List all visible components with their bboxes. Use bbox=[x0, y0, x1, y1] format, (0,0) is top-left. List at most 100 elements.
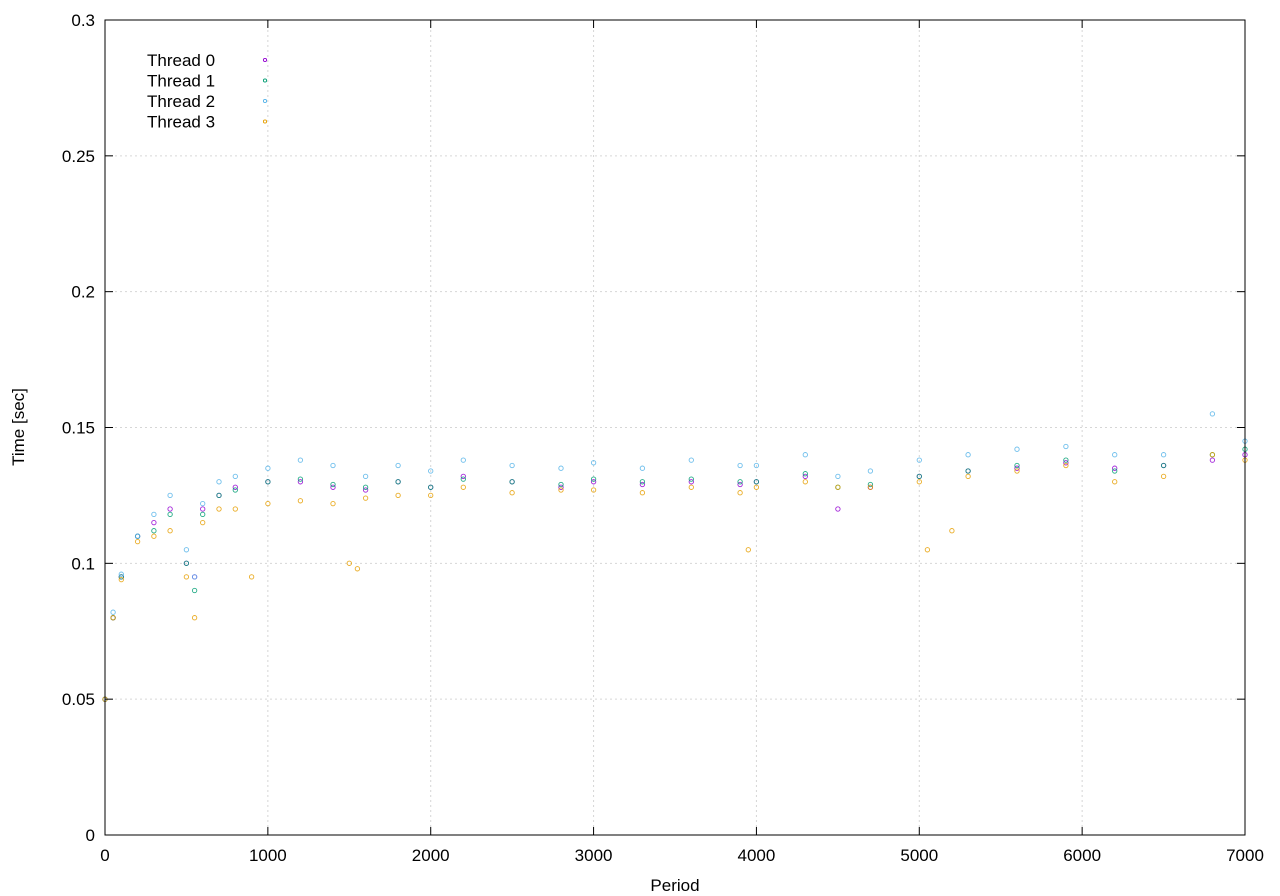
data-point bbox=[395, 479, 401, 485]
x-tick-label: 6000 bbox=[1063, 846, 1101, 865]
series-3 bbox=[102, 452, 1248, 702]
data-point bbox=[688, 484, 694, 490]
data-point bbox=[216, 506, 222, 512]
data-point bbox=[151, 519, 157, 526]
data-point bbox=[1112, 452, 1118, 458]
data-point bbox=[590, 460, 597, 466]
data-point bbox=[395, 462, 401, 469]
data-point bbox=[200, 506, 206, 512]
data-point bbox=[688, 457, 694, 463]
data-point bbox=[297, 457, 304, 463]
data-point bbox=[395, 492, 401, 499]
legend-label: Thread 2 bbox=[147, 92, 215, 111]
data-point bbox=[1112, 479, 1118, 485]
data-point bbox=[118, 576, 124, 583]
data-point bbox=[1063, 443, 1069, 450]
data-point bbox=[1014, 465, 1020, 471]
data-point bbox=[737, 481, 743, 488]
data-point bbox=[1112, 468, 1118, 474]
data-point bbox=[639, 490, 646, 496]
data-point bbox=[1014, 468, 1020, 474]
data-point bbox=[362, 487, 369, 493]
data-point bbox=[118, 574, 124, 580]
data-point bbox=[590, 476, 597, 482]
data-point bbox=[1160, 462, 1167, 469]
data-point bbox=[688, 476, 694, 482]
data-point bbox=[151, 528, 157, 534]
data-point bbox=[118, 571, 124, 577]
x-tick-label: 0 bbox=[100, 846, 109, 865]
data-point bbox=[965, 452, 971, 458]
data-point bbox=[265, 479, 271, 485]
series-1 bbox=[102, 446, 1248, 702]
x-tick-label: 5000 bbox=[900, 846, 938, 865]
data-point bbox=[1063, 462, 1069, 469]
data-point bbox=[965, 468, 971, 474]
data-point bbox=[867, 484, 874, 490]
data-point bbox=[1112, 465, 1118, 471]
data-point bbox=[110, 609, 116, 615]
data-point bbox=[509, 490, 515, 496]
data-point bbox=[639, 465, 646, 471]
data-point bbox=[965, 473, 971, 480]
y-tick-label: 0.05 bbox=[62, 690, 95, 709]
data-point bbox=[167, 506, 173, 512]
y-axis-title: Time [sec] bbox=[9, 388, 28, 466]
data-point bbox=[802, 471, 808, 477]
data-point bbox=[753, 484, 760, 490]
data-point bbox=[590, 479, 597, 485]
data-point bbox=[802, 473, 808, 480]
data-point bbox=[802, 479, 808, 485]
data-point bbox=[639, 479, 646, 485]
legend-label: Thread 3 bbox=[147, 113, 215, 132]
data-point bbox=[362, 473, 369, 480]
data-point bbox=[460, 457, 466, 463]
data-point bbox=[110, 615, 116, 621]
data-point bbox=[297, 498, 304, 504]
data-point bbox=[590, 487, 597, 493]
data-point bbox=[1160, 473, 1167, 480]
data-point bbox=[1209, 411, 1216, 417]
data-point bbox=[688, 479, 694, 485]
data-point bbox=[297, 479, 304, 485]
plot-points bbox=[102, 411, 1248, 702]
data-point bbox=[916, 457, 922, 463]
x-tick-label: 2000 bbox=[412, 846, 450, 865]
y-tick-label: 0 bbox=[86, 826, 95, 845]
data-point bbox=[1014, 462, 1020, 469]
data-point bbox=[167, 492, 173, 499]
data-point bbox=[745, 547, 751, 553]
data-point bbox=[167, 528, 173, 534]
y-tick-label: 0.15 bbox=[62, 419, 95, 438]
data-point bbox=[362, 484, 369, 490]
data-point bbox=[248, 574, 255, 580]
data-point bbox=[167, 511, 173, 518]
data-point bbox=[232, 473, 238, 480]
data-point bbox=[183, 574, 190, 580]
data-point bbox=[558, 481, 564, 488]
x-tick-label: 1000 bbox=[249, 846, 287, 865]
data-point bbox=[428, 484, 434, 490]
data-point bbox=[509, 462, 515, 469]
data-point bbox=[924, 547, 931, 553]
data-point bbox=[1063, 460, 1069, 466]
x-tick-label: 3000 bbox=[575, 846, 613, 865]
data-point bbox=[1063, 457, 1069, 463]
data-point bbox=[558, 484, 564, 490]
data-point bbox=[428, 492, 434, 499]
data-point bbox=[737, 490, 743, 496]
legend-item: Thread 1 bbox=[147, 72, 268, 91]
data-point bbox=[297, 476, 304, 482]
data-point bbox=[354, 566, 361, 572]
legend-label: Thread 0 bbox=[147, 51, 215, 70]
data-point bbox=[191, 574, 198, 580]
legend-marker bbox=[262, 78, 268, 83]
data-point bbox=[265, 500, 271, 507]
data-point bbox=[216, 492, 222, 499]
data-point bbox=[330, 484, 336, 490]
data-point bbox=[265, 465, 271, 471]
legend-marker bbox=[262, 98, 268, 104]
data-point bbox=[558, 465, 564, 471]
